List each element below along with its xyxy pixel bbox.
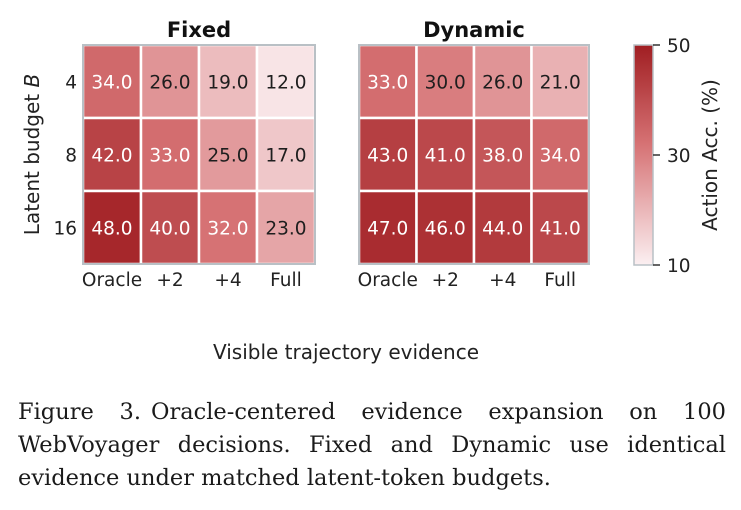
colorbar: 50 30 10 Action Acc. (%) — [633, 36, 722, 277]
colorbar-tick-label: 30 — [667, 146, 691, 167]
cell-value-label: 21.0 — [540, 73, 581, 94]
cell-value-label: 12.0 — [265, 73, 306, 94]
panel-frame — [82, 44, 316, 265]
x-tick-label: +2 — [432, 270, 459, 291]
y-tick-label: 4 — [65, 73, 77, 94]
figure-caption: Figure 3. Oracle-centered evidence expans… — [18, 396, 726, 495]
x-tick-label: Full — [544, 270, 576, 291]
cell-value-label: 44.0 — [482, 219, 523, 240]
heatmap-cell — [255, 189, 317, 266]
heatmap-cell — [139, 189, 201, 266]
heatmap-cell — [357, 116, 418, 193]
x-tick-label: +2 — [156, 270, 183, 291]
heatmap-cell — [472, 189, 533, 266]
cell-value-label: 33.0 — [367, 73, 408, 94]
heatmap-panel-dynamic: Dynamic 33.0 30.0 26.0 21.0 43.0 41.0 38.0 34.0 4… — [357, 18, 591, 291]
heatmap-figure: Fixed 34.0 26.0 19.0 12.0 42.0 33.0 25.0 17.0 48.… — [20, 18, 722, 364]
heatmap-cell — [255, 116, 317, 193]
cell-value-label: 19.0 — [207, 73, 248, 94]
caption-text: Oracle-centered evidence expansion on 10… — [18, 399, 726, 491]
y-axis-label: Latent budget B — [20, 74, 44, 235]
x-tick-label: Oracle — [82, 270, 142, 291]
cell-value-label: 42.0 — [91, 146, 132, 167]
panel-frame — [358, 44, 590, 265]
x-tick-label: +4 — [214, 270, 241, 291]
cell-value-label: 23.0 — [265, 219, 306, 240]
shared-xlabel: Visible trajectory evidence — [213, 340, 479, 364]
cell-value-label: 47.0 — [367, 219, 408, 240]
heatmap-cell — [530, 116, 591, 193]
cell-value-label: 40.0 — [149, 219, 190, 240]
cell-value-label: 30.0 — [425, 73, 466, 94]
cell-value-label: 25.0 — [207, 146, 248, 167]
cell-value-label: 34.0 — [91, 73, 132, 94]
panel-title: Fixed — [167, 18, 231, 42]
cell-value-label: 33.0 — [149, 146, 190, 167]
colorbar-label: Action Acc. (%) — [698, 79, 722, 231]
cell-value-label: 43.0 — [367, 146, 408, 167]
cell-value-label: 17.0 — [265, 146, 306, 167]
cell-value-label: 41.0 — [540, 219, 581, 240]
cell-value-label: 32.0 — [207, 219, 248, 240]
cell-value-label: 41.0 — [425, 146, 466, 167]
cell-value-label: 34.0 — [540, 146, 581, 167]
x-tick-label: Full — [270, 270, 302, 291]
x-tick-label: +4 — [489, 270, 516, 291]
heatmap-cell — [139, 116, 201, 193]
cell-value-label: 46.0 — [425, 219, 466, 240]
cell-value-label: 26.0 — [149, 73, 190, 94]
cell-value-label: 48.0 — [91, 219, 132, 240]
colorbar-tick-label: 10 — [667, 256, 691, 277]
cell-value-label: 26.0 — [482, 73, 523, 94]
panel-title: Dynamic — [423, 18, 525, 42]
heatmap-cell — [415, 189, 476, 266]
caption-label: Figure 3. — [18, 399, 141, 425]
y-tick-label: 8 — [65, 146, 77, 167]
colorbar-tick-label: 50 — [667, 36, 691, 57]
x-tick-label: Oracle — [358, 270, 418, 291]
heatmap-panel-fixed: Fixed 34.0 26.0 19.0 12.0 42.0 33.0 25.0 17.0 48.… — [20, 18, 317, 291]
y-tick-label: 16 — [53, 219, 77, 240]
colorbar-gradient — [633, 44, 654, 266]
cell-value-label: 38.0 — [482, 146, 523, 167]
